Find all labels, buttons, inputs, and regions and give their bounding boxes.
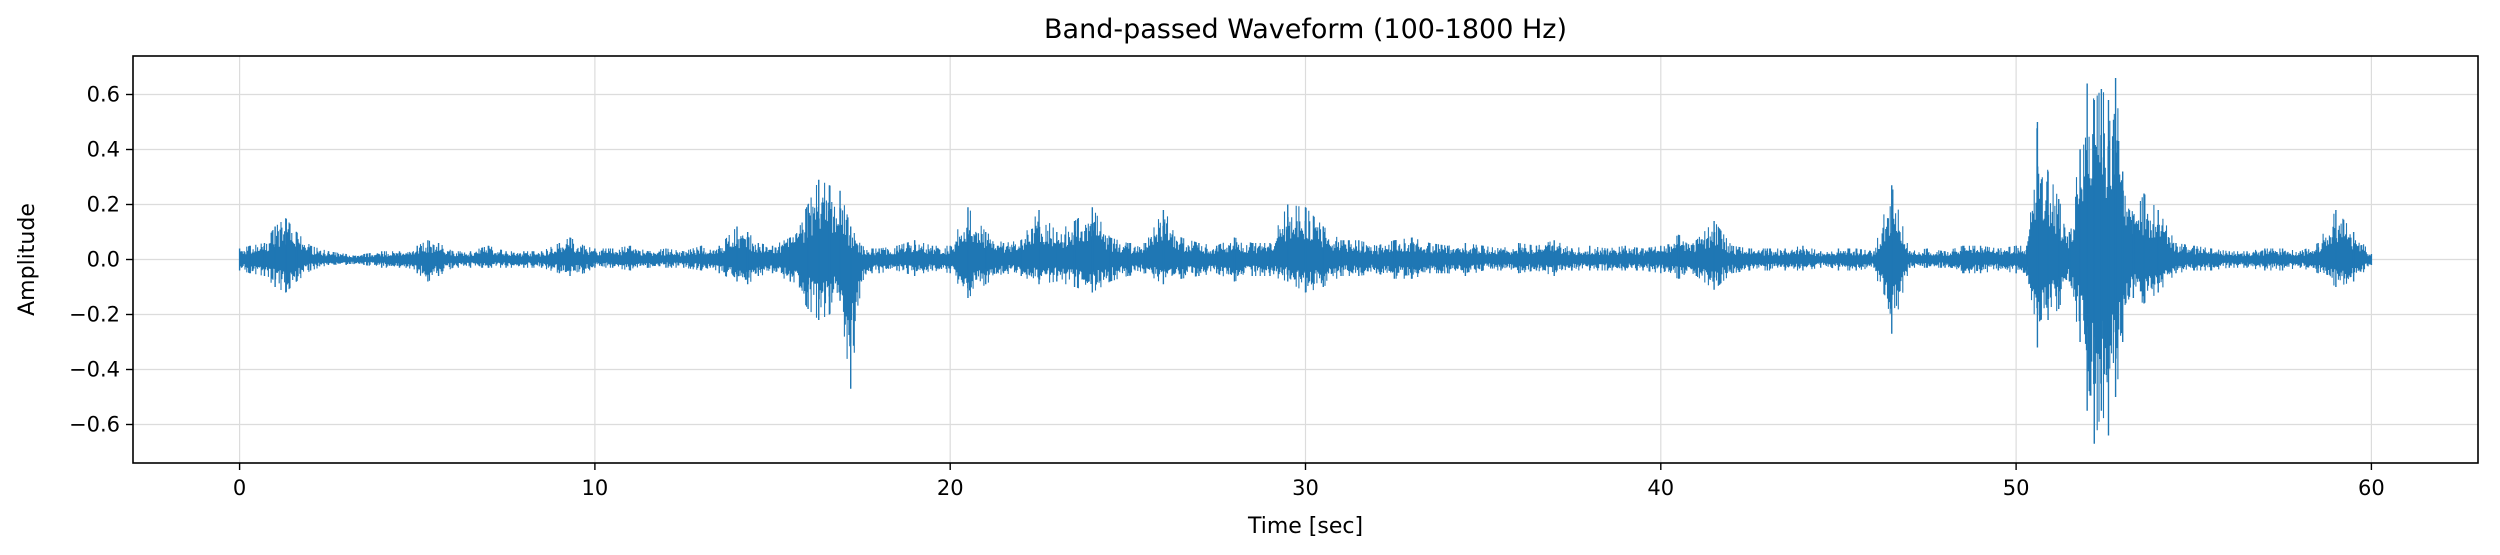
y-axis-label: Amplitude xyxy=(15,203,40,316)
y-tick-label: −0.2 xyxy=(69,303,120,327)
y-tick-label: 0.2 xyxy=(87,193,120,217)
x-axis-label: Time [sec] xyxy=(1247,514,1363,539)
waveform-series xyxy=(238,78,2373,444)
y-tick-label: −0.6 xyxy=(69,413,120,437)
x-tick-label: 60 xyxy=(2358,476,2385,500)
x-tick-label: 10 xyxy=(582,476,609,500)
ticks: 0 10 20 30 40 50 60 −0.6 −0.4 −0.2 0.0 0.2 0.4 0.6 xyxy=(69,83,2385,501)
x-tick-label: 30 xyxy=(1292,476,1319,500)
chart-title: Band-passed Waveform (100-1800 Hz) xyxy=(1044,14,1567,45)
x-tick-label: 40 xyxy=(1647,476,1674,500)
x-tick-label: 20 xyxy=(937,476,964,500)
y-tick-label: 0.6 xyxy=(87,83,120,107)
x-tick-label: 0 xyxy=(233,476,246,500)
y-tick-label: −0.4 xyxy=(69,358,120,382)
y-tick-label: 0.4 xyxy=(87,138,120,162)
x-tick-label: 50 xyxy=(2003,476,2030,500)
y-tick-label: 0.0 xyxy=(87,248,120,272)
